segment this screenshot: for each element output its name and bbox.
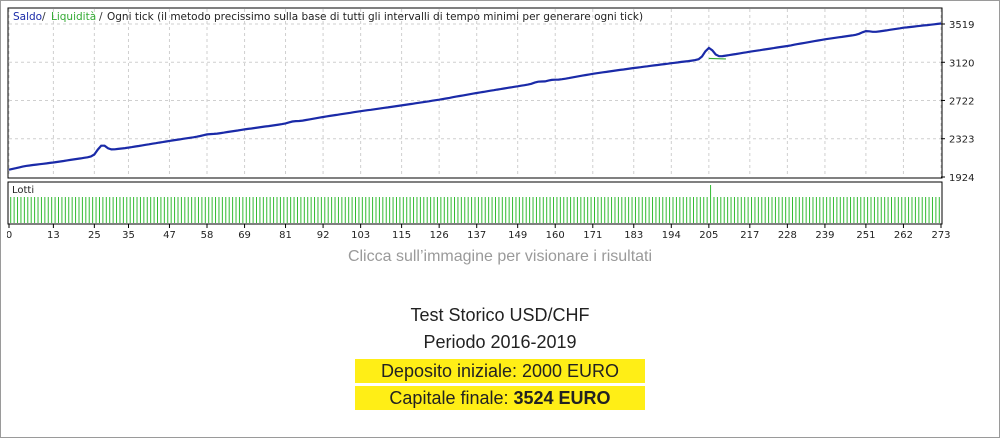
x-tick-label: 0 [7, 230, 12, 241]
x-tick-label: 92 [317, 230, 330, 241]
x-tick-label: 217 [740, 230, 759, 241]
x-tick-label: 171 [583, 230, 602, 241]
y-tick-label: 3519 [949, 20, 974, 31]
x-axis-ticks: 0 13 25 35 47 58 69 81 92 103 115 126 137 149 160 171 18… [6, 224, 951, 241]
x-tick-label: 126 [430, 230, 449, 241]
x-tick-label: 103 [351, 230, 370, 241]
x-tick-label: 160 [546, 230, 565, 241]
results-info: Test Storico USD/CHF Periodo 2016-2019 D… [0, 302, 1000, 410]
x-tick-label: 194 [662, 230, 681, 241]
x-tick-label: 183 [624, 230, 643, 241]
legend-sep-1: / [42, 11, 46, 23]
x-tick-label: 149 [508, 230, 527, 241]
x-tick-label: 47 [163, 230, 176, 241]
y-axis-ticks: 1924 2323 2722 3120 3519 [941, 20, 974, 184]
x-tick-label: 262 [894, 230, 913, 241]
test-title: Test Storico USD/CHF [410, 305, 590, 325]
lots-label: Lotti [12, 185, 34, 196]
x-tick-label: 137 [467, 230, 486, 241]
x-tick-label: 81 [279, 230, 292, 241]
x-tick-label: 273 [931, 230, 950, 241]
test-period: Periodo 2016-2019 [423, 332, 577, 352]
x-tick-label: 25 [88, 230, 101, 241]
backtest-chart[interactable]: 1924 2323 2722 3120 3519 Saldo / Liquidità /… [6, 7, 993, 243]
x-tick-label: 58 [201, 230, 214, 241]
series-line-balance [8, 22, 942, 171]
legend-sep-2: / [99, 11, 103, 23]
grid-lines [8, 9, 942, 177]
main-panel [7, 7, 943, 179]
x-tick-label: 239 [815, 230, 834, 241]
final-capital-label: Capitale finale: [389, 388, 514, 408]
x-tick-label: 205 [699, 230, 718, 241]
final-capital: Capitale finale: 3524 EURO [0, 383, 1000, 410]
legend-description: Ogni tick (il metodo precissimo sulla ba… [107, 11, 643, 23]
x-tick-label: 228 [778, 230, 797, 241]
x-tick-label: 35 [122, 230, 135, 241]
lots-bars [10, 185, 940, 223]
y-tick-label: 2323 [949, 135, 974, 146]
x-tick-label: 69 [238, 230, 251, 241]
final-capital-value: 3524 EURO [513, 388, 611, 408]
y-tick-label: 2722 [949, 96, 974, 107]
legend-equity: Liquidità [51, 11, 96, 23]
legend-balance: Saldo [13, 11, 42, 23]
chart-caption[interactable]: Clicca sull’immagine per visionare i ris… [347, 248, 653, 265]
x-tick-label: 13 [47, 230, 60, 241]
x-tick-label: 251 [856, 230, 875, 241]
x-tick-label: 115 [392, 230, 411, 241]
initial-deposit: Deposito iniziale: 2000 EURO [355, 359, 645, 383]
balance-chart-svg[interactable]: 1924 2323 2722 3120 3519 Saldo / Liquidità /… [6, 7, 993, 243]
y-tick-label: 3120 [949, 58, 974, 69]
y-tick-label: 1924 [949, 173, 974, 184]
